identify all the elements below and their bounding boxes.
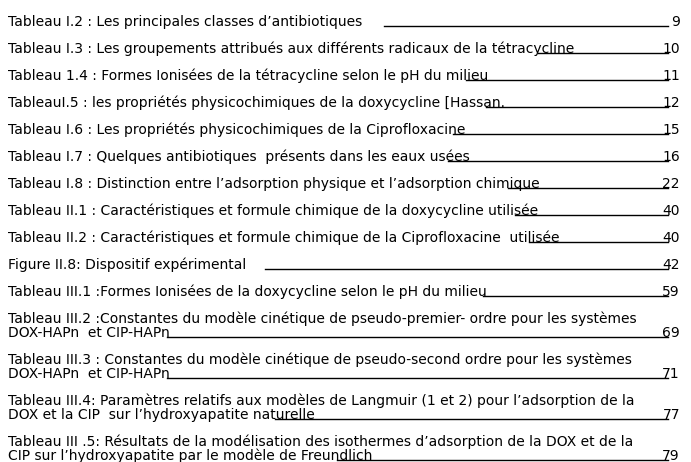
Text: Tableau I.3 : Les groupements attribués aux différents radicaux de la tétracycli: Tableau I.3 : Les groupements attribués … bbox=[8, 42, 574, 56]
Text: Tableau III .5: Résultats de la modélisation des isothermes d’adsorption de la D: Tableau III .5: Résultats de la modélisa… bbox=[8, 435, 633, 449]
Text: 69: 69 bbox=[662, 326, 680, 340]
Text: Tableau III.2 :Constantes du modèle cinétique de pseudo-premier- ordre pour les : Tableau III.2 :Constantes du modèle ciné… bbox=[8, 312, 636, 326]
Text: CIP sur l’hydroxyapatite par le modèle de Freundlich: CIP sur l’hydroxyapatite par le modèle d… bbox=[8, 449, 372, 462]
Text: Figure II.8: Dispositif expérimental: Figure II.8: Dispositif expérimental bbox=[8, 258, 246, 272]
Text: 40: 40 bbox=[663, 231, 680, 245]
Text: 11: 11 bbox=[662, 69, 680, 83]
Text: Tableau III.3 : Constantes du modèle cinétique de pseudo-second ordre pour les s: Tableau III.3 : Constantes du modèle cin… bbox=[8, 353, 632, 367]
Text: TableauI.5 : les propriétés physicochimiques de la doxycycline [Hassan.: TableauI.5 : les propriétés physicochimi… bbox=[8, 96, 505, 110]
Text: 9: 9 bbox=[671, 15, 680, 29]
Text: 22: 22 bbox=[663, 177, 680, 191]
Text: Tableau 1.4 : Formes Ionisées de la tétracycline selon le pH du milieu: Tableau 1.4 : Formes Ionisées de la tétr… bbox=[8, 69, 489, 83]
Text: DOX-HAPn  et CIP-HAPn: DOX-HAPn et CIP-HAPn bbox=[8, 367, 170, 381]
Text: Tableau II.2 : Caractéristiques et formule chimique de la Ciprofloxacine  utilis: Tableau II.2 : Caractéristiques et formu… bbox=[8, 231, 560, 245]
Text: Tableau I.6 : Les propriétés physicochimiques de la Ciprofloxacine: Tableau I.6 : Les propriétés physicochim… bbox=[8, 123, 465, 137]
Text: 16: 16 bbox=[662, 150, 680, 164]
Text: 77: 77 bbox=[663, 408, 680, 422]
Text: Tableau II.1 : Caractéristiques et formule chimique de la doxycycline utilisée: Tableau II.1 : Caractéristiques et formu… bbox=[8, 204, 538, 218]
Text: 15: 15 bbox=[663, 123, 680, 137]
Text: Tableau I.8 : Distinction entre l’adsorption physique et l’adsorption chimique: Tableau I.8 : Distinction entre l’adsorp… bbox=[8, 177, 540, 191]
Text: Tableau III.4: Paramètres relatifs aux modèles de Langmuir (1 et 2) pour l’adsor: Tableau III.4: Paramètres relatifs aux m… bbox=[8, 394, 634, 408]
Text: DOX-HAPn  et CIP-HAPn: DOX-HAPn et CIP-HAPn bbox=[8, 326, 170, 340]
Text: Tableau I.2 : Les principales classes d’antibiotiques: Tableau I.2 : Les principales classes d’… bbox=[8, 15, 362, 29]
Text: 42: 42 bbox=[663, 258, 680, 272]
Text: 10: 10 bbox=[663, 42, 680, 56]
Text: 79: 79 bbox=[663, 449, 680, 462]
Text: 12: 12 bbox=[663, 96, 680, 110]
Text: 40: 40 bbox=[663, 204, 680, 218]
Text: 59: 59 bbox=[663, 285, 680, 299]
Text: 71: 71 bbox=[663, 367, 680, 381]
Text: DOX et la CIP  sur l’hydroxyapatite naturelle: DOX et la CIP sur l’hydroxyapatite natur… bbox=[8, 408, 314, 422]
Text: Tableau I.7 : Quelques antibiotiques  présents dans les eaux usées: Tableau I.7 : Quelques antibiotiques pré… bbox=[8, 150, 470, 164]
Text: Tableau III.1 :Formes Ionisées de la doxycycline selon le pH du milieu: Tableau III.1 :Formes Ionisées de la dox… bbox=[8, 285, 486, 299]
